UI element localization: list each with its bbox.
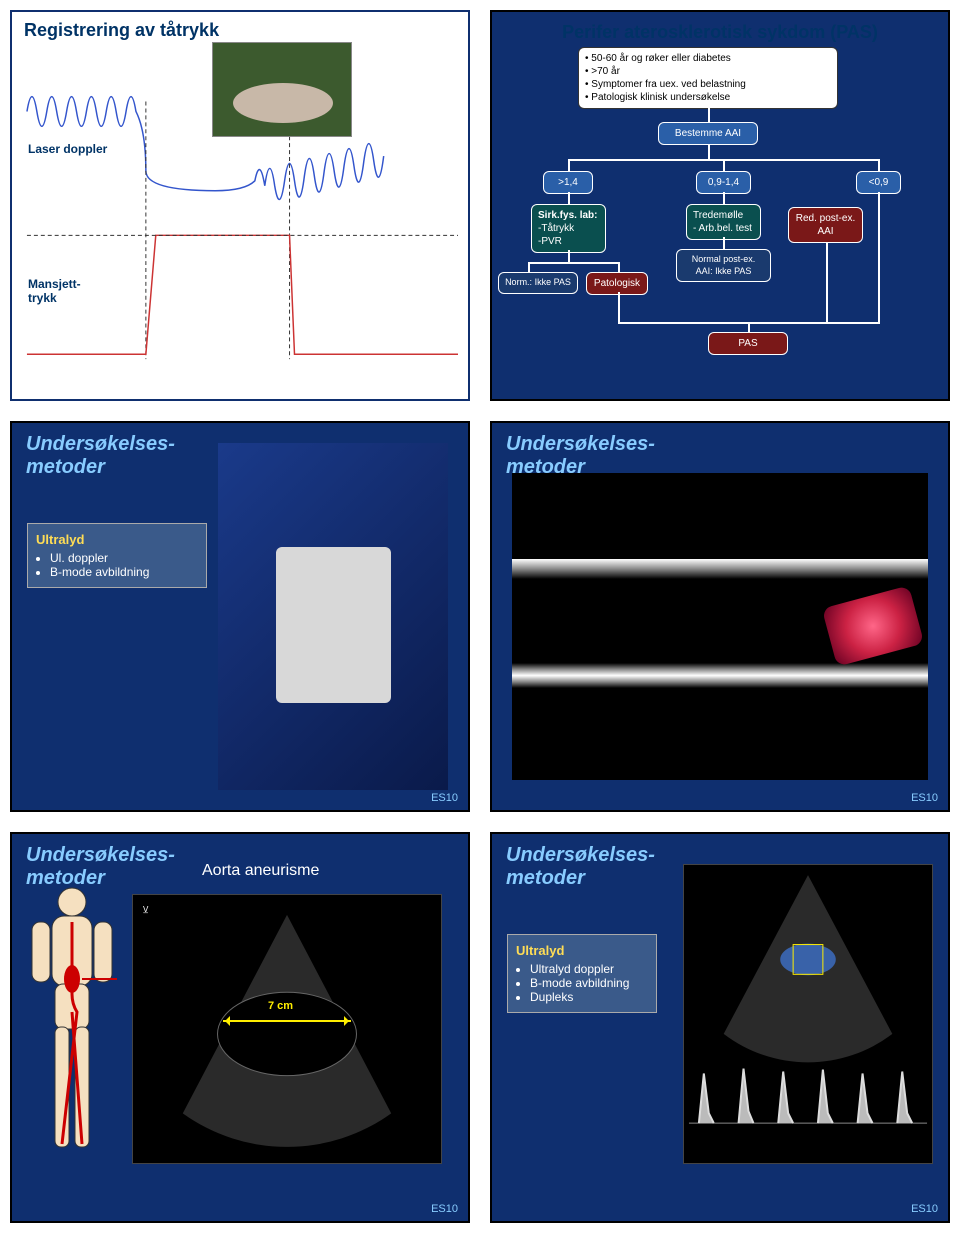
range-0: >1,4: [543, 171, 593, 194]
slide3-footer: ES10: [431, 792, 458, 804]
crit-3: • Patologisk klinisk undersøkelse: [585, 91, 831, 104]
slide1-photo: [212, 42, 352, 137]
s3-item-0: Ul. doppler: [50, 551, 198, 565]
redpost-box: Red. post-ex. AAI: [788, 207, 863, 243]
slide4-footer: ES10: [911, 792, 938, 804]
s6-item-0: Ultralyd doppler: [530, 962, 648, 976]
slide-methods-duplex: Undersøkelses- metoder Ultralyd Ultralyd…: [490, 832, 950, 1223]
slide6-infobox: Ultralyd Ultralyd doppler B-mode avbildn…: [507, 934, 657, 1013]
slide5-footer: ES10: [431, 1203, 458, 1215]
slide6-footer: ES10: [911, 1203, 938, 1215]
slide-methods-1: Undersøkelses- metoder Ultralyd Ul. dopp…: [10, 421, 470, 812]
slide1-chart: Laser doppler Mansjett- trykk: [22, 42, 458, 389]
flowchart: • 50-60 år og røker eller diabetes • >70…: [498, 47, 942, 392]
s6-item-2: Dupleks: [530, 990, 648, 1004]
patol-box: Patologisk: [586, 272, 648, 295]
range-2: <0,9: [856, 171, 901, 194]
slide-methods-2: Undersøkelses- metoder ES10: [490, 421, 950, 812]
slide6-box-head: Ultralyd: [516, 943, 648, 958]
annot-7cm: 7 cm: [268, 1000, 293, 1012]
slide-pas-flowchart: Perifer aterosklerotisk sykdom (PAS) • 5…: [490, 10, 950, 401]
slide3-box-head: Ultralyd: [36, 532, 198, 547]
aorta-scan: V̲ 7 cm: [132, 894, 442, 1164]
sirk-box: Sirk.fys. lab: -Tåtrykk -PVR: [531, 204, 606, 253]
crit-2: • Symptomer fra uex. ved belastning: [585, 78, 831, 91]
ultrasound-machine-image: [218, 443, 448, 790]
aai-box: Bestemme AAI: [658, 122, 758, 145]
slide2-title: Perifer aterosklerotisk sykdom (PAS): [498, 18, 942, 47]
slide3-infobox: Ultralyd Ul. doppler B-mode avbildning: [27, 523, 207, 588]
norm-box: Norm.: Ikke PAS: [498, 272, 578, 294]
slide5-subtitle: Aorta aneurisme: [202, 862, 319, 880]
crit-1: • >70 år: [585, 65, 831, 78]
crit-0: • 50-60 år og røker eller diabetes: [585, 52, 831, 65]
slide-aorta: Undersøkelses- metoder Aorta aneurisme V…: [10, 832, 470, 1223]
range-1: 0,9-1,4: [696, 171, 751, 194]
slide-registrering: Registrering av tåtrykk Laser doppler Ma…: [10, 10, 470, 401]
slide4-bmode-image: [512, 473, 928, 780]
normpost-box: Normal post-ex. AAI: Ikke PAS: [676, 249, 771, 282]
s6-item-1: B-mode avbildning: [530, 976, 648, 990]
body-figure: [27, 884, 117, 1164]
probe-overlay: [822, 585, 924, 666]
criteria-box: • 50-60 år og røker eller diabetes • >70…: [578, 47, 838, 109]
pas-box: PAS: [708, 332, 788, 355]
s3-item-1: B-mode avbildning: [50, 565, 198, 579]
duplex-scan: [683, 864, 933, 1164]
label-laser: Laser doppler: [28, 142, 107, 156]
trede-box: Tredemølle - Arb.bel. test: [686, 204, 761, 240]
label-mansjett: Mansjett- trykk: [28, 277, 81, 305]
